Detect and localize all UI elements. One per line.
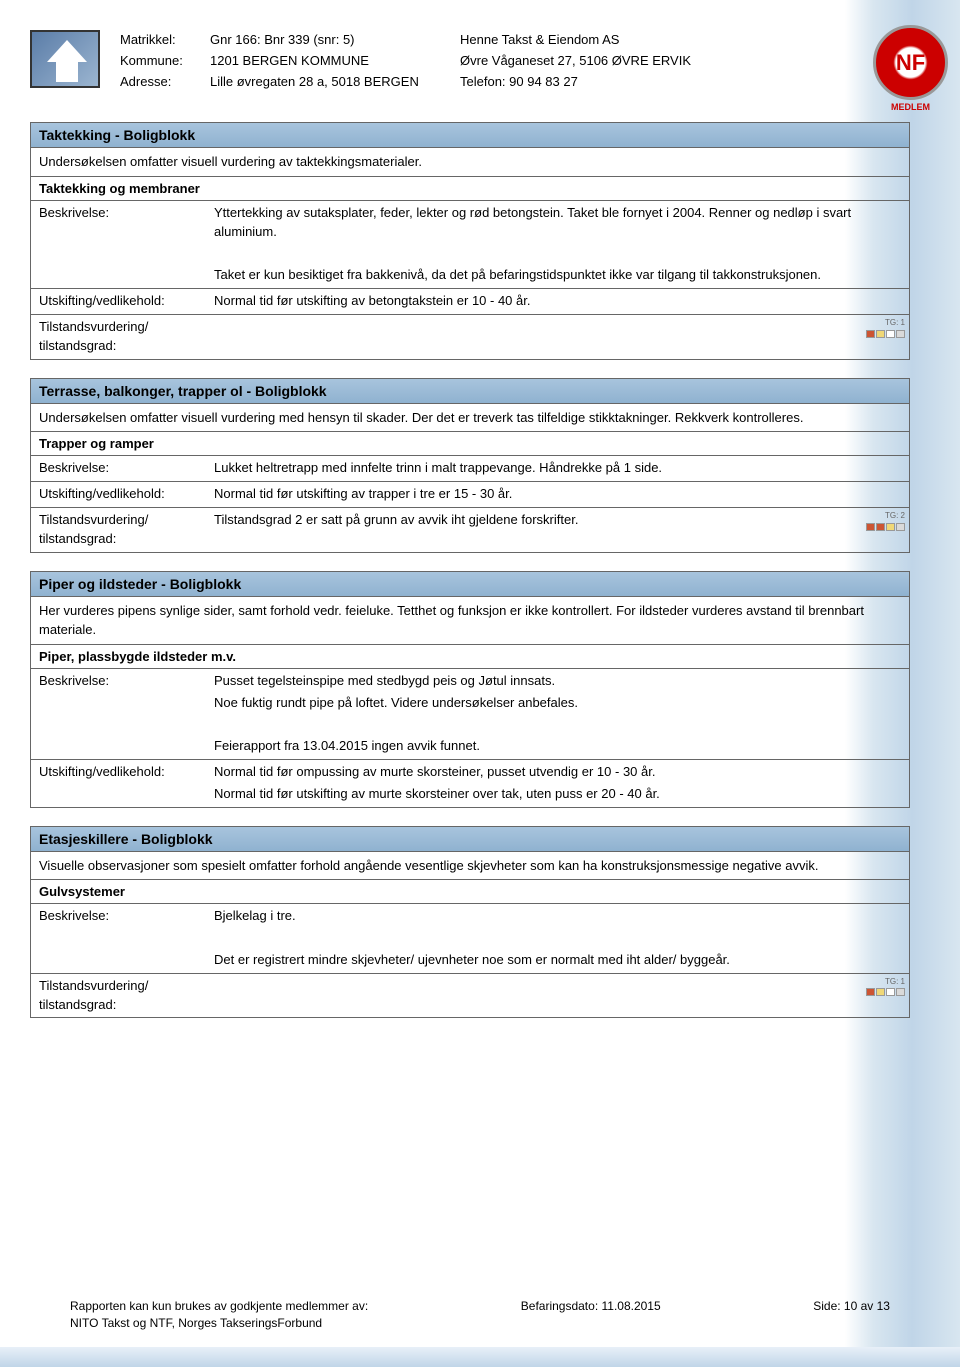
beskrivelse-label: Beskrivelse: [31, 456, 206, 481]
beskrivelse-value: Pusset tegelsteinspipe med stedbygd peis… [206, 669, 909, 759]
section-etasje: Etasjeskillere - Boligblokk Visuelle obs… [30, 826, 910, 1019]
tilstand-label: Tilstandsvurdering/ tilstandsgrad: [31, 508, 206, 552]
beskrivelse-label: Beskrivelse: [31, 201, 206, 288]
tilstand-value: TG: 1 [206, 974, 909, 1018]
section-title: Taktekking - Boligblokk [31, 123, 909, 148]
company-address: Øvre Våganeset 27, 5106 ØVRE ERVIK [460, 51, 740, 72]
tg-badge: TG: 1 [866, 976, 905, 997]
section-terrasse: Terrasse, balkonger, trapper ol - Boligb… [30, 378, 910, 553]
subsection-title: Gulvsystemer [31, 880, 909, 904]
section-desc: Undersøkelsen omfatter visuell vurdering… [31, 404, 909, 433]
subsection-title: Taktekking og membraner [31, 177, 909, 201]
kommune-value: 1201 BERGEN KOMMUNE [210, 51, 450, 72]
utskifting-value: Normal tid før ompussing av murte skorst… [206, 760, 909, 807]
beskrivelse-label: Beskrivelse: [31, 904, 206, 973]
footer-left: Rapporten kan kun brukes av godkjente me… [70, 1298, 368, 1332]
beskrivelse-label: Beskrivelse: [31, 669, 206, 759]
matrikkel-label: Matrikkel: [120, 30, 200, 51]
row-utskifting: Utskifting/vedlikehold: Normal tid før u… [31, 289, 909, 315]
section-desc: Her vurderes pipens synlige sider, samt … [31, 597, 909, 645]
company-info: Henne Takst & Eiendom AS Øvre Våganeset … [460, 30, 740, 92]
tg-bars-icon [866, 988, 905, 996]
tilstand-label: Tilstandsvurdering/ tilstandsgrad: [31, 974, 206, 1018]
row-beskrivelse: Beskrivelse: Pusset tegelsteinspipe med … [31, 669, 909, 760]
header-labels: Matrikkel: Kommune: Adresse: [120, 30, 200, 92]
row-tilstand: Tilstandsvurdering/ tilstandsgrad: TG: 1 [31, 974, 909, 1018]
row-utskifting: Utskifting/vedlikehold: Normal tid før o… [31, 760, 909, 807]
adresse-value: Lille øvregaten 28 a, 5018 BERGEN [210, 72, 450, 93]
utskifting-label: Utskifting/vedlikehold: [31, 482, 206, 507]
company-phone: Telefon: 90 94 83 27 [460, 72, 740, 93]
beskrivelse-value: Bjelkelag i tre. Det er registrert mindr… [206, 904, 909, 973]
page-footer: Rapporten kan kun brukes av godkjente me… [70, 1298, 890, 1332]
beskrivelse-value: Lukket heltretrapp med innfelte trinn i … [206, 456, 909, 481]
tilstand-value: TG: 1 [206, 315, 909, 359]
row-beskrivelse: Beskrivelse: Lukket heltretrapp med innf… [31, 456, 909, 482]
subsection-title: Piper, plassbygde ildsteder m.v. [31, 645, 909, 669]
kommune-label: Kommune: [120, 51, 200, 72]
section-desc: Undersøkelsen omfatter visuell vurdering… [31, 148, 909, 177]
footer-right: Side: 10 av 13 [813, 1298, 890, 1332]
tg-badge: TG: 2 [866, 510, 905, 531]
medlem-badge: MEDLEM [873, 25, 948, 112]
section-piper: Piper og ildsteder - Boligblokk Her vurd… [30, 571, 910, 808]
tg-bars-icon [866, 523, 905, 531]
row-utskifting: Utskifting/vedlikehold: Normal tid før u… [31, 482, 909, 508]
row-beskrivelse: Beskrivelse: Bjelkelag i tre. Det er reg… [31, 904, 909, 974]
section-taktekking: Taktekking - Boligblokk Undersøkelsen om… [30, 122, 910, 359]
header-values: Gnr 166: Bnr 339 (snr: 5) 1201 BERGEN KO… [210, 30, 450, 92]
section-desc: Visuelle observasjoner som spesielt omfa… [31, 852, 909, 881]
utskifting-value: Normal tid før utskifting av betongtakst… [206, 289, 909, 314]
utskifting-label: Utskifting/vedlikehold: [31, 289, 206, 314]
subsection-title: Trapper og ramper [31, 432, 909, 456]
section-title: Terrasse, balkonger, trapper ol - Boligb… [31, 379, 909, 404]
medlem-logo-icon [873, 25, 948, 100]
tg-badge: TG: 1 [866, 317, 905, 338]
row-tilstand: Tilstandsvurdering/ tilstandsgrad: TG: 1 [31, 315, 909, 359]
medlem-label: MEDLEM [873, 102, 948, 112]
utskifting-value: Normal tid før utskifting av trapper i t… [206, 482, 909, 507]
tilstand-value: Tilstandsgrad 2 er satt på grunn av avvi… [206, 508, 909, 552]
adresse-label: Adresse: [120, 72, 200, 93]
document-header: Matrikkel: Kommune: Adresse: Gnr 166: Bn… [30, 30, 910, 92]
matrikkel-value: Gnr 166: Bnr 339 (snr: 5) [210, 30, 450, 51]
row-tilstand: Tilstandsvurdering/ tilstandsgrad: Tilst… [31, 508, 909, 552]
utskifting-label: Utskifting/vedlikehold: [31, 760, 206, 807]
footer-center: Befaringsdato: 11.08.2015 [521, 1298, 661, 1332]
beskrivelse-value: Yttertekking av sutaksplater, feder, lek… [206, 201, 909, 288]
company-name: Henne Takst & Eiendom AS [460, 30, 740, 51]
section-title: Etasjeskillere - Boligblokk [31, 827, 909, 852]
section-title: Piper og ildsteder - Boligblokk [31, 572, 909, 597]
tilstand-label: Tilstandsvurdering/ tilstandsgrad: [31, 315, 206, 359]
company-logo [30, 30, 100, 88]
tg-bars-icon [866, 330, 905, 338]
row-beskrivelse: Beskrivelse: Yttertekking av sutaksplate… [31, 201, 909, 289]
